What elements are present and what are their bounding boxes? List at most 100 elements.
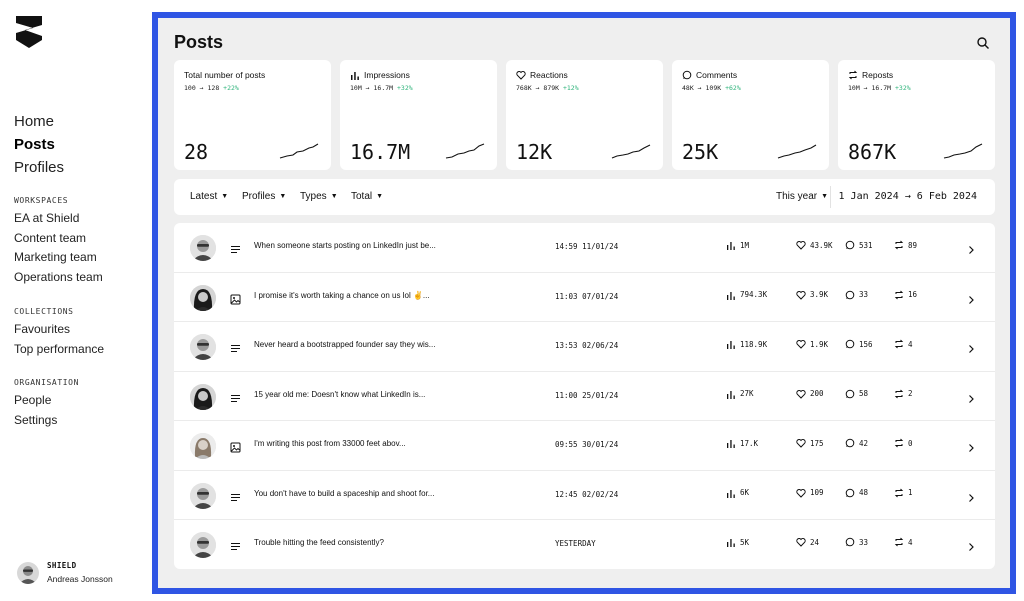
reposts-stat: 0 [894,438,913,448]
metric-dropdown[interactable]: Total ▼ [351,191,384,202]
text-post-icon [230,391,241,402]
heart-icon [796,340,806,349]
workspace-link[interactable]: EA at Shield [14,211,80,225]
post-time: 11:00 25/01/24 [555,390,619,400]
sparkline [611,144,651,159]
people-link[interactable]: People [14,393,52,407]
types-dropdown[interactable]: Types ▼ [300,191,338,202]
collections-heading: COLLECTIONS [14,307,74,316]
workspaces-heading: WORKSPACES [14,196,69,205]
reposts-stat: 2 [894,389,913,399]
chevron-right-icon[interactable] [967,539,975,551]
comment-icon [845,240,855,250]
chevron-down-icon: ▼ [221,193,229,200]
chevron-right-icon[interactable] [967,440,975,452]
reactions-stat: 175 [796,438,824,448]
comment-icon [845,438,855,448]
stat-card-impressions[interactable]: Impressions 10M → 16.7M +32% 16.7M [340,60,497,170]
card-value: 25K [682,140,719,164]
sparkline [279,143,319,159]
profiles-dropdown[interactable]: Profiles ▼ [242,191,287,202]
card-label: Impressions [350,70,410,80]
stat-card-comments[interactable]: Comments 48K → 109K +62% 25K [672,60,829,170]
heart-icon [796,538,806,547]
card-value: 12K [516,140,553,164]
card-delta: 48K → 109K +62% [682,84,741,92]
collection-link[interactable]: Favourites [14,322,71,336]
table-row[interactable]: Never heard a bootstrapped founder say t… [174,322,995,372]
card-value: 16.7M [350,140,411,164]
impressions-stat: 27K [726,389,754,399]
comments-stat: 33 [845,290,868,300]
comments-stat: 42 [845,438,868,448]
repost-icon [894,290,904,299]
chevron-right-icon[interactable] [967,341,975,353]
sparkline [943,143,983,159]
reactions-stat: 1.9K [796,339,828,349]
comments-stat: 531 [845,240,873,250]
nav-item-profiles[interactable]: Profiles [14,159,65,176]
comment-icon [845,488,855,497]
sort-dropdown[interactable]: Latest ▼ [190,191,229,202]
post-time: 12:45 02/02/24 [555,489,619,499]
search-icon[interactable] [976,36,990,50]
post-time: 13:53 02/06/24 [555,341,619,350]
collection-link[interactable]: Top performance [14,341,105,356]
impressions-stat: 118.9K [726,339,767,349]
table-row[interactable]: You don't have to build a spaceship and … [174,471,995,520]
post-time: 14:59 11/01/24 [555,242,619,251]
card-label: Total number of posts [184,70,266,80]
reactions-stat: 109 [796,488,824,498]
workspace-link[interactable]: Content team [14,230,87,245]
workspace-link[interactable]: Operations team [14,269,103,284]
comments-stat: 48 [845,488,868,498]
bar-chart-icon [351,72,359,80]
text-post-icon [230,341,241,352]
avatar [190,433,216,459]
post-text: You don't have to build a spaceship and … [254,488,435,498]
chevron-right-icon[interactable] [967,490,975,502]
post-text: Trouble hitting the feed consistently? [254,538,385,547]
repost-icon [894,488,904,497]
comment-icon [845,389,855,398]
user-profile[interactable]: SHIELD Andreas Jonsson [17,561,113,584]
table-row[interactable]: Trouble hitting the feed consistently? YE… [174,520,995,569]
chevron-right-icon[interactable] [967,292,975,304]
chevron-down-icon: ▼ [821,193,829,200]
repost-icon [894,339,904,349]
bar-chart-icon [727,242,735,250]
image-post-icon [230,292,241,304]
settings-link[interactable]: Settings [14,412,58,427]
period-dropdown[interactable]: This year ▼ [776,191,829,202]
impressions-stat: 6K [726,488,749,498]
card-delta: 100 → 128 +22% [184,84,239,92]
nav-item-posts[interactable]: Posts [14,136,55,153]
table-row[interactable]: When someone starts posting on LinkedIn … [174,223,995,273]
bar-chart-icon [727,291,735,300]
collections-section: COLLECTIONS Favourites Top performance [14,307,104,359]
shield-logo[interactable] [16,16,42,48]
stat-card-reactions[interactable]: Reactions 768K → 879K +12% 12K [506,60,663,170]
bar-chart-icon [727,489,735,498]
stat-card-posts[interactable]: Total number of posts 100 → 128 +22% 28 [174,60,331,170]
stat-card-reposts[interactable]: Reposts 10M → 16.7M +32% 867K [838,60,995,170]
workspace-link[interactable]: Marketing team [14,250,97,265]
chevron-right-icon[interactable] [967,242,975,254]
avatar [190,284,216,311]
date-range-picker[interactable]: 1 Jan 2024 → 6 Feb 2024 [829,186,985,208]
nav-item-home[interactable]: Home [14,113,55,130]
repost-icon [894,240,904,250]
bar-chart-icon [727,390,735,399]
card-delta: 10M → 16.7M +32% [848,84,911,92]
chevron-down-icon: ▼ [330,193,338,200]
post-time: 09:55 30/01/24 [555,440,619,449]
avatar [190,383,216,410]
card-value: 867K [848,140,897,164]
card-delta: 768K → 879K +12% [516,84,579,92]
card-label: Comments [682,70,737,80]
table-row[interactable]: I'm writing this post from 33000 feet ab… [174,421,995,471]
table-row[interactable]: I promise it's worth taking a chance on … [174,273,995,322]
table-row[interactable]: 15 year old me: Doesn't know what Linked… [174,372,995,421]
reactions-stat: 24 [796,537,819,547]
chevron-right-icon[interactable] [967,391,975,403]
